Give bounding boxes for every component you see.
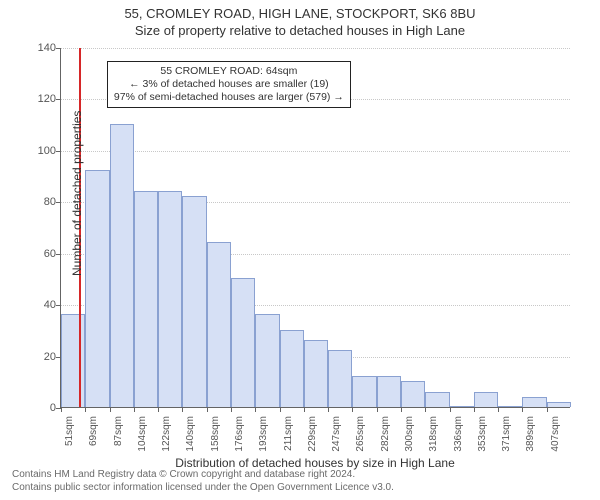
x-tick-label: 336sqm <box>453 416 464 452</box>
x-tick-label: 69sqm <box>88 416 99 446</box>
x-tick-label: 282sqm <box>380 416 391 452</box>
y-tick-mark <box>56 305 61 306</box>
x-tick-mark <box>280 407 281 412</box>
x-tick-mark <box>304 407 305 412</box>
y-tick-label: 60 <box>44 248 56 260</box>
x-tick-mark <box>522 407 523 412</box>
x-tick-mark <box>207 407 208 412</box>
x-tick-mark <box>450 407 451 412</box>
histogram-bar <box>207 242 231 407</box>
histogram-bar <box>110 124 134 407</box>
grid-line <box>61 151 570 152</box>
x-tick-mark <box>474 407 475 412</box>
histogram-bar <box>255 314 279 407</box>
x-tick-mark <box>255 407 256 412</box>
annotation-line: ← 3% of detached houses are smaller (19) <box>114 78 344 91</box>
x-tick-mark <box>377 407 378 412</box>
annotation-box: 55 CROMLEY ROAD: 64sqm← 3% of detached h… <box>107 61 351 108</box>
histogram-bar <box>328 350 352 407</box>
x-tick-mark <box>498 407 499 412</box>
annotation-line: 97% of semi-detached houses are larger (… <box>114 91 344 104</box>
chart-title: 55, CROMLEY ROAD, HIGH LANE, STOCKPORT, … <box>0 0 600 21</box>
x-tick-mark <box>231 407 232 412</box>
x-tick-mark <box>401 407 402 412</box>
histogram-bar <box>425 392 449 407</box>
x-tick-label: 193sqm <box>258 416 269 452</box>
histogram-bar <box>498 406 522 407</box>
histogram-bar <box>134 191 158 407</box>
figure: { "title": "55, CROMLEY ROAD, HIGH LANE,… <box>0 0 600 500</box>
x-tick-mark <box>182 407 183 412</box>
x-tick-label: 318sqm <box>428 416 439 452</box>
x-tick-label: 122sqm <box>161 416 172 452</box>
x-tick-label: 389sqm <box>525 416 536 452</box>
footer-attribution: Contains HM Land Registry data © Crown c… <box>12 468 394 494</box>
histogram-bar <box>474 392 498 407</box>
annotation-line: 55 CROMLEY ROAD: 64sqm <box>114 65 344 78</box>
plot-region: 51sqm69sqm87sqm104sqm122sqm140sqm158sqm1… <box>60 48 570 408</box>
histogram-bar <box>280 330 304 407</box>
histogram-bar <box>231 278 255 407</box>
x-tick-label: 211sqm <box>283 416 294 451</box>
y-tick-mark <box>56 202 61 203</box>
y-axis-label: Number of detached properties <box>70 111 84 276</box>
histogram-bar <box>85 170 109 407</box>
x-tick-label: 140sqm <box>185 416 196 452</box>
x-tick-mark <box>425 407 426 412</box>
y-tick-mark <box>56 151 61 152</box>
x-tick-label: 104sqm <box>137 416 148 452</box>
x-tick-mark <box>158 407 159 412</box>
y-tick-label: 80 <box>44 196 56 208</box>
x-tick-label: 158sqm <box>210 416 221 452</box>
x-tick-mark <box>85 407 86 412</box>
chart-area: 51sqm69sqm87sqm104sqm122sqm140sqm158sqm1… <box>60 48 570 408</box>
histogram-bar <box>352 376 376 407</box>
y-tick-label: 20 <box>44 351 56 363</box>
x-tick-label: 247sqm <box>331 416 342 452</box>
y-tick-mark <box>56 99 61 100</box>
x-tick-mark <box>328 407 329 412</box>
x-tick-label: 300sqm <box>404 416 415 452</box>
x-tick-mark <box>352 407 353 412</box>
histogram-bar <box>158 191 182 407</box>
y-tick-mark <box>56 48 61 49</box>
chart-subtitle: Size of property relative to detached ho… <box>0 21 600 38</box>
histogram-bar <box>401 381 425 407</box>
histogram-bar <box>547 402 571 407</box>
x-tick-label: 353sqm <box>477 416 488 452</box>
y-tick-label: 100 <box>38 145 56 157</box>
y-tick-label: 120 <box>38 93 56 105</box>
histogram-bar <box>182 196 206 407</box>
x-tick-label: 176sqm <box>234 416 245 452</box>
x-tick-mark <box>134 407 135 412</box>
x-tick-label: 87sqm <box>113 416 124 446</box>
y-tick-label: 0 <box>50 402 56 414</box>
x-tick-label: 407sqm <box>550 416 561 452</box>
footer-line-2: Contains public sector information licen… <box>12 481 394 494</box>
y-tick-label: 140 <box>38 42 56 54</box>
x-tick-label: 229sqm <box>307 416 318 452</box>
x-tick-mark <box>61 407 62 412</box>
y-tick-label: 40 <box>44 299 56 311</box>
histogram-bar <box>61 314 85 407</box>
grid-line <box>61 48 570 49</box>
histogram-bar <box>450 406 474 407</box>
histogram-bar <box>304 340 328 407</box>
x-tick-mark <box>547 407 548 412</box>
y-tick-mark <box>56 254 61 255</box>
histogram-bar <box>522 397 546 407</box>
footer-line-1: Contains HM Land Registry data © Crown c… <box>12 468 394 481</box>
x-tick-label: 371sqm <box>501 416 512 452</box>
x-tick-mark <box>110 407 111 412</box>
x-tick-label: 265sqm <box>355 416 366 452</box>
histogram-bar <box>377 376 401 407</box>
x-tick-label: 51sqm <box>64 416 75 446</box>
